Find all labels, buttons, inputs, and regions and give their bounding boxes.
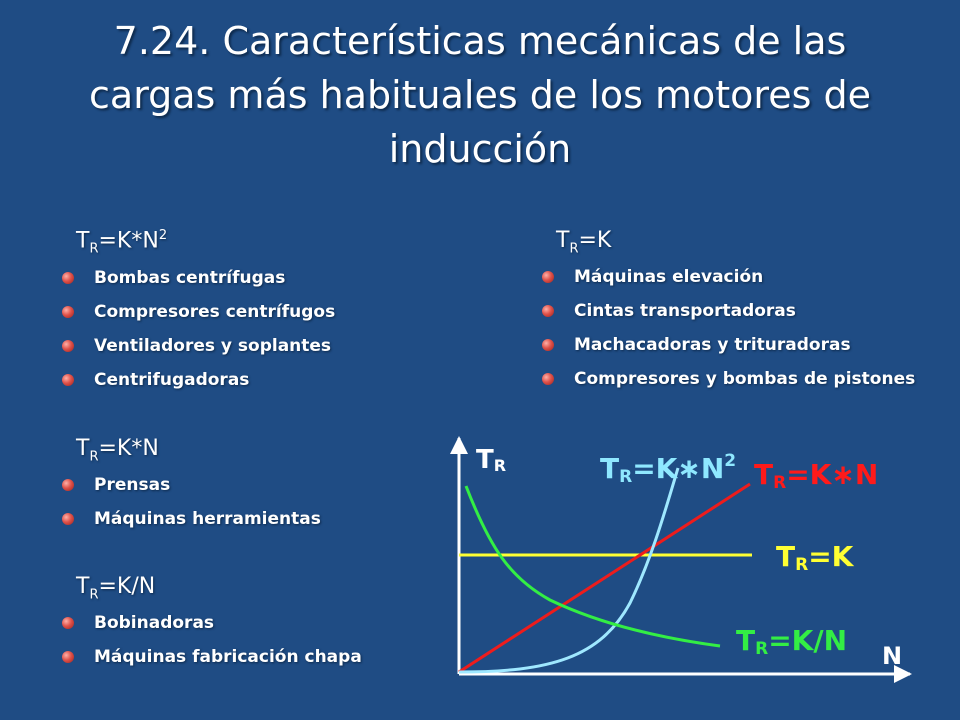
bullet-icon <box>542 339 554 352</box>
list-item: Máquinas elevación <box>538 266 915 300</box>
title-line-3: inducción <box>388 127 572 171</box>
title-line-2: cargas más habituales de los motores de <box>89 73 871 117</box>
load-list: Bobinadoras Máquinas fabricación chapa <box>58 612 362 680</box>
inverse-curve-label: TR=K/N <box>736 624 847 659</box>
bullet-icon <box>62 479 74 492</box>
bullet-icon <box>62 271 74 284</box>
y-axis-label: TR <box>476 445 506 475</box>
group-heading: TR=K/N <box>76 574 156 603</box>
quadratic-curve <box>458 467 680 674</box>
constant-curve-label: TR=K <box>776 540 855 575</box>
linear-curve-label: TR=K∗N <box>754 458 878 493</box>
bullet-icon <box>542 271 554 284</box>
bullet-icon <box>62 617 74 630</box>
list-item: Prensas <box>58 474 321 508</box>
list-item: Compresores centrífugos <box>58 301 335 335</box>
inverse-curve <box>464 485 721 648</box>
group-quadratic-loads: TR=K*N2 Bombas centrífugas Compresores c… <box>58 228 335 403</box>
linear-curve <box>458 482 751 674</box>
x-axis-arrow-icon <box>894 665 912 683</box>
bullet-icon <box>62 651 74 664</box>
group-heading: TR=K*N2 <box>76 228 168 257</box>
bullet-icon <box>542 305 554 318</box>
list-item: Compresores y bombas de pistones <box>538 368 915 402</box>
bullet-icon <box>62 305 74 318</box>
bullet-icon <box>542 373 554 386</box>
bullet-icon <box>62 513 74 526</box>
group-heading: TR=K <box>556 228 612 257</box>
bullet-icon <box>62 339 74 352</box>
group-linear-loads: TR=K*N Prensas Máquinas herramientas <box>58 436 321 542</box>
list-item: Ventiladores y soplantes <box>58 335 335 369</box>
quadratic-curve-label: TR=K∗N2 <box>600 451 736 487</box>
torque-speed-diagram: TR N TR=K∗N2 TR=K∗N TR=K TR=K/N <box>450 436 912 683</box>
title-line-1: 7.24. Características mecánicas de las <box>113 19 847 63</box>
x-axis-label: N <box>882 642 902 670</box>
load-list: Máquinas elevación Cintas transportadora… <box>538 266 915 402</box>
group-inverse-loads: TR=K/N Bobinadoras Máquinas fabricación … <box>58 574 362 680</box>
bullet-icon <box>62 373 74 386</box>
load-list: Prensas Máquinas herramientas <box>58 474 321 542</box>
list-item: Centrifugadoras <box>58 369 335 403</box>
group-heading: TR=K*N <box>76 436 159 465</box>
list-item: Bombas centrífugas <box>58 267 335 301</box>
load-list: Bombas centrífugas Compresores centrífug… <box>58 267 335 403</box>
list-item: Cintas transportadoras <box>538 300 915 334</box>
list-item: Máquinas fabricación chapa <box>58 646 362 680</box>
list-item: Máquinas herramientas <box>58 508 321 542</box>
slide-title: 7.24. Características mecánicas de las c… <box>20 14 940 176</box>
y-axis-arrow-icon <box>450 436 468 454</box>
list-item: Machacadoras y trituradoras <box>538 334 915 368</box>
group-constant-loads: TR=K Máquinas elevación Cintas transport… <box>538 228 915 402</box>
list-item: Bobinadoras <box>58 612 362 646</box>
